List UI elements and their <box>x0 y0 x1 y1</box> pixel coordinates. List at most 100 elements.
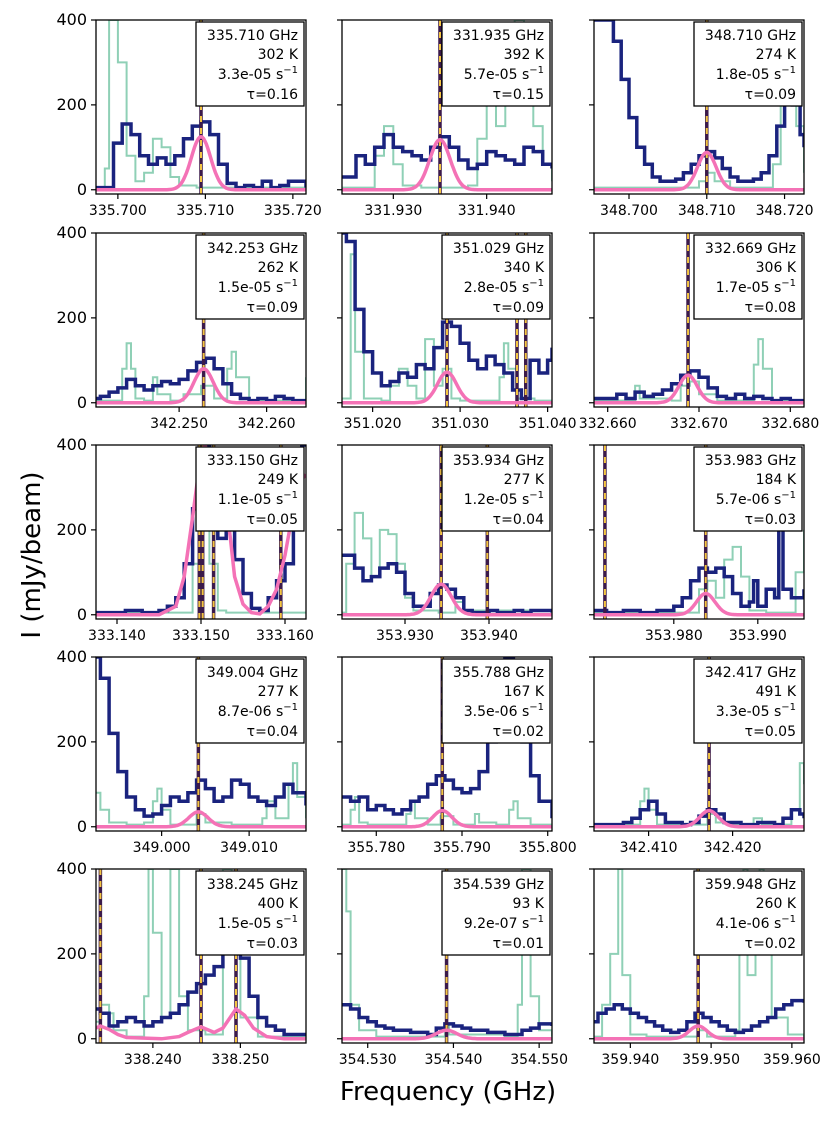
axes-frame <box>593 868 805 1044</box>
frequency-label: 342.253 GHz <box>207 241 298 257</box>
x-tick-label: 338.240 <box>124 1052 182 1068</box>
einstein-a-label: 1.1e-05 s−1 <box>218 490 298 508</box>
frequency-label: 355.788 GHz <box>453 665 544 681</box>
annotation-box <box>693 446 803 532</box>
x-tick-label: 342.410 <box>620 840 678 856</box>
observed-spectrum <box>96 120 306 190</box>
reference-spectrum <box>96 762 306 826</box>
x-tick-label: 354.550 <box>510 1052 568 1068</box>
einstein-a-label: 9.2e-07 s−1 <box>464 914 544 932</box>
x-tick-label: 342.260 <box>238 416 296 432</box>
plot-area <box>594 233 804 407</box>
frequency-label: 342.417 GHz <box>705 665 796 681</box>
optical-depth-label: τ=0.09 <box>493 300 544 316</box>
optical-depth-label: τ=0.16 <box>247 87 298 103</box>
reference-spectrum <box>96 20 306 189</box>
annotation-box <box>441 870 551 956</box>
spectrum-panel: 348.700 348.710 348.720 348.710 GHz 274 K 1.8… <box>589 19 814 219</box>
optical-depth-label: τ=0.04 <box>493 512 544 528</box>
spectrum-panel: 342.410 342.420 342.417 GHz 491 K 3.3e-05 s−… <box>589 656 805 856</box>
x-tick-label: 355.790 <box>433 840 491 856</box>
model-spectrum <box>342 1028 552 1041</box>
axes-frame <box>593 444 805 620</box>
x-tick-label: 354.540 <box>424 1052 482 1068</box>
temperature-label: 400 K <box>258 896 299 912</box>
observed-spectrum <box>594 369 804 403</box>
model-spectrum <box>594 808 804 829</box>
temperature-label: 274 K <box>756 47 797 63</box>
axes-frame <box>341 444 553 620</box>
einstein-a-label: 5.7e-05 s−1 <box>464 65 544 83</box>
y-tick-label: 400 <box>56 10 87 29</box>
spectrum-panel: 332.660 332.670 332.680 332.669 GHz 306 K 1.7… <box>579 232 819 432</box>
y-tick-label: 400 <box>56 223 87 242</box>
x-tick-label: 335.710 <box>176 203 234 219</box>
einstein-a-label: 2.8e-05 s−1 <box>464 278 544 296</box>
y-tick-label: 200 <box>56 520 87 539</box>
spectrum-panel: 353.930 353.940 353.934 GHz 277 K 1.2e-05 s−… <box>337 444 553 644</box>
x-axis-title: Frequency (GHz) <box>340 1077 556 1107</box>
x-tick-label: 348.700 <box>600 203 658 219</box>
x-tick-label: 353.940 <box>460 628 518 644</box>
spectrum-panel: 335.700 335.710 335.720 0 200 400 335.710 GHz 3… <box>56 10 321 219</box>
y-tick-label: 0 <box>77 180 87 199</box>
axes-frame <box>95 232 307 408</box>
optical-depth-label: τ=0.03 <box>745 512 796 528</box>
x-tick-label: 354.530 <box>339 1052 397 1068</box>
spectrum-panel: 359.940 359.950 359.960 359.948 GHz 260 K 4.1… <box>589 868 821 1068</box>
axes-frame <box>95 868 307 1044</box>
einstein-a-label: 4.1e-06 s−1 <box>716 914 796 932</box>
annotation-box <box>441 446 551 532</box>
frequency-label: 353.934 GHz <box>453 453 544 469</box>
temperature-label: 262 K <box>258 260 299 276</box>
reference-spectrum <box>342 253 552 402</box>
y-tick-label: 400 <box>56 859 87 878</box>
x-tick-label: 331.940 <box>458 203 516 219</box>
x-tick-label: 348.710 <box>678 203 736 219</box>
y-tick-label: 0 <box>77 1029 87 1048</box>
observed-spectrum <box>342 233 552 401</box>
model-spectrum <box>342 370 552 405</box>
spectrum-panel: 331.930 331.940 331.935 GHz 392 K 5.7e-05 s−… <box>337 19 553 219</box>
optical-depth-label: τ=0.03 <box>247 936 298 952</box>
model-spectrum <box>594 591 804 617</box>
x-tick-label: 335.720 <box>264 203 322 219</box>
annotation-box <box>195 234 305 320</box>
optical-depth-label: τ=0.15 <box>493 87 544 103</box>
einstein-a-label: 1.5e-05 s−1 <box>218 914 298 932</box>
optical-depth-label: τ=0.05 <box>247 512 298 528</box>
observed-spectrum <box>594 998 804 1035</box>
einstein-a-label: 3.3e-05 s−1 <box>716 702 796 720</box>
x-tick-label: 333.150 <box>172 628 230 644</box>
optical-depth-label: τ=0.05 <box>745 724 796 740</box>
temperature-label: 302 K <box>258 47 299 63</box>
frequency-label: 349.004 GHz <box>207 665 298 681</box>
temperature-label: 184 K <box>756 472 797 488</box>
x-tick-label: 359.940 <box>601 1052 659 1068</box>
axes-frame <box>341 232 553 408</box>
model-spectrum <box>594 1024 804 1041</box>
optical-depth-label: τ=0.09 <box>247 300 298 316</box>
x-tick-label: 332.660 <box>579 416 637 432</box>
x-tick-label: 348.720 <box>756 203 814 219</box>
y-tick-label: 200 <box>56 95 87 114</box>
y-tick-label: 0 <box>77 605 87 624</box>
annotation-box <box>693 870 803 956</box>
spectrum-panel: 355.780 355.790 355.800 355.788 GHz 167 K 3.5… <box>337 656 577 856</box>
x-tick-label: 331.930 <box>364 203 422 219</box>
optical-depth-label: τ=0.02 <box>493 724 544 740</box>
spectrum-panel: 338.240 338.250 0 200 400 338.245 GHz 400 K 1.5… <box>56 859 307 1068</box>
annotation-box <box>693 234 803 320</box>
model-spectrum <box>594 373 804 405</box>
annotation-box <box>441 21 551 107</box>
y-axis-title: I (mJy/beam) <box>17 471 47 638</box>
annotation-box <box>693 21 803 107</box>
frequency-label: 332.669 GHz <box>705 241 796 257</box>
annotation-box <box>195 658 305 744</box>
frequency-label: 331.935 GHz <box>453 28 544 44</box>
observed-spectrum <box>96 939 306 1037</box>
temperature-label: 340 K <box>504 260 545 276</box>
plot-area <box>342 20 552 194</box>
annotation-box <box>195 446 305 532</box>
einstein-a-label: 1.8e-05 s−1 <box>716 65 796 83</box>
